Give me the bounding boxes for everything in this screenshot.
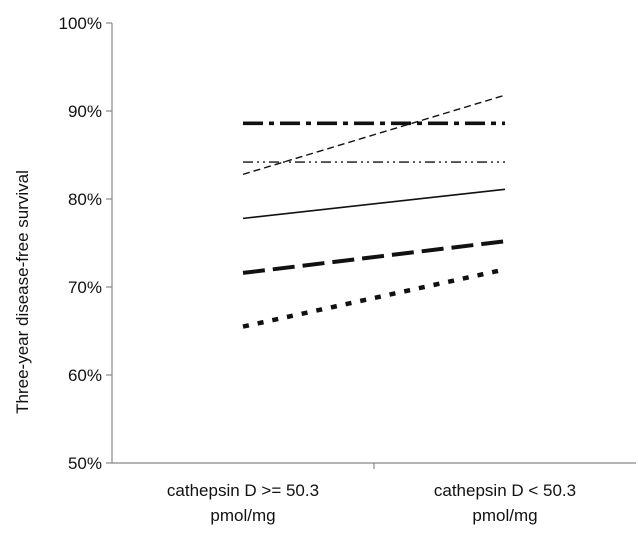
x-tick-label: cathepsin D < 50.3 pmol/mg: [434, 481, 576, 525]
series-line: [242, 239, 506, 275]
y-tick-label: 100%: [59, 14, 102, 33]
y-tick-label: 50%: [68, 454, 102, 473]
y-tick-label: 70%: [68, 278, 102, 297]
y-axis: 50% 60% 70% 80% 90% 100%: [59, 14, 113, 473]
series-layer: [242, 94, 506, 329]
y-tick-label: 80%: [68, 190, 102, 209]
y-tick-label: 60%: [68, 366, 102, 385]
x-tick-label-line: pmol/mg: [472, 506, 537, 525]
series-line: [242, 267, 506, 329]
x-tick-label-line: cathepsin D >= 50.3: [167, 481, 319, 500]
series-line: [242, 94, 506, 176]
y-tick-label: 90%: [68, 102, 102, 121]
x-tick-label-line: cathepsin D < 50.3: [434, 481, 576, 500]
y-axis-title: Three-year disease-free survival: [13, 170, 32, 414]
x-tick-label: cathepsin D >= 50.3 pmol/mg: [167, 481, 319, 525]
x-tick-label-line: pmol/mg: [210, 506, 275, 525]
series-line: [242, 188, 506, 220]
